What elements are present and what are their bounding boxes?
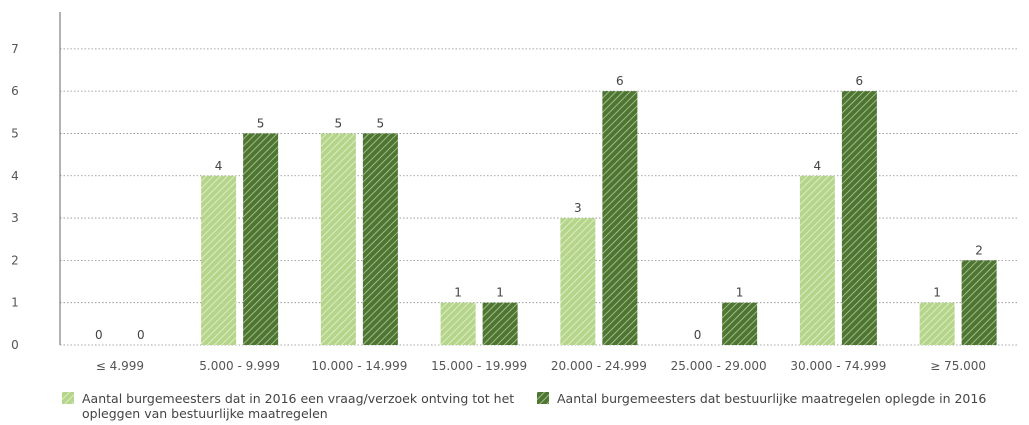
data-label: 5 (335, 116, 343, 130)
bar-series-1 (440, 302, 476, 345)
bar-series-2 (243, 133, 279, 345)
x-tick-label: ≥ 75.000 (930, 359, 986, 373)
y-tick-label: 1 (11, 296, 19, 310)
bar-series-2 (482, 302, 518, 345)
data-label: 2 (975, 243, 983, 257)
y-tick-label: 6 (11, 84, 19, 98)
legend-item-1: Aantal burgemeesters dat in 2016 een vra… (62, 391, 524, 421)
y-axis: 0 1 2 3 4 5 6 7 (11, 12, 61, 352)
y-tick-label: 3 (11, 211, 19, 225)
data-label: 4 (814, 159, 822, 173)
legend-item-2: Aantal burgemeesters dat bestuurlijke ma… (537, 391, 1025, 406)
bar-series-1 (799, 175, 835, 345)
data-label: 6 (856, 74, 864, 88)
x-tick-label: 30.000 - 74.999 (790, 359, 886, 373)
data-label: 0 (694, 328, 702, 342)
data-label: 1 (933, 286, 941, 300)
bars (201, 91, 997, 346)
data-label: 1 (454, 286, 462, 300)
bar-series-2 (961, 260, 997, 345)
bar-series-2 (722, 302, 758, 345)
data-label: 4 (215, 159, 223, 173)
y-tick-label: 7 (11, 42, 19, 56)
data-label: 5 (257, 116, 265, 130)
bar-series-1 (919, 302, 955, 345)
x-tick-label: ≤ 4.999 (96, 359, 144, 373)
data-label: 0 (95, 328, 103, 342)
y-tick-label: 4 (11, 169, 19, 183)
x-tick-label: 15.000 - 19.999 (431, 359, 527, 373)
bar-series-1 (201, 175, 237, 345)
legend-label-2: Aantal burgemeesters dat bestuurlijke ma… (557, 391, 987, 406)
x-tick-label: 5.000 - 9.999 (199, 359, 280, 373)
x-axis: ≤ 4.999 5.000 - 9.999 10.000 - 14.999 15.00… (60, 344, 1018, 373)
bar-series-2 (362, 133, 398, 345)
data-labels: 0 4 5 1 3 0 4 1 0 5 5 1 6 1 6 2 (95, 74, 983, 342)
legend-label-1: Aantal burgemeesters dat in 2016 een vra… (82, 391, 515, 421)
bar-series-2 (602, 91, 638, 346)
y-tick-label: 5 (11, 126, 19, 140)
bar-series-1 (560, 218, 596, 345)
bar-chart: 0 1 2 3 4 5 6 7 ≤ 4.999 5.000 - 9.999 10.000 - 14… (11, 12, 1018, 373)
x-tick-label: 25.000 - 29.000 (671, 359, 767, 373)
y-tick-label: 0 (11, 338, 19, 352)
data-label: 5 (377, 116, 385, 130)
x-tick-label: 10.000 - 14.999 (311, 359, 407, 373)
legend-swatch-2 (537, 392, 549, 404)
bar-series-1 (320, 133, 356, 345)
data-label: 6 (616, 74, 624, 88)
bar-series-2 (841, 91, 877, 346)
legend-swatch-1 (62, 392, 74, 404)
data-label: 3 (574, 201, 582, 215)
y-tick-label: 2 (11, 253, 19, 267)
x-tick-label: 20.000 - 24.999 (551, 359, 647, 373)
data-label: 0 (137, 328, 145, 342)
data-label: 1 (496, 286, 504, 300)
data-label: 1 (736, 286, 744, 300)
